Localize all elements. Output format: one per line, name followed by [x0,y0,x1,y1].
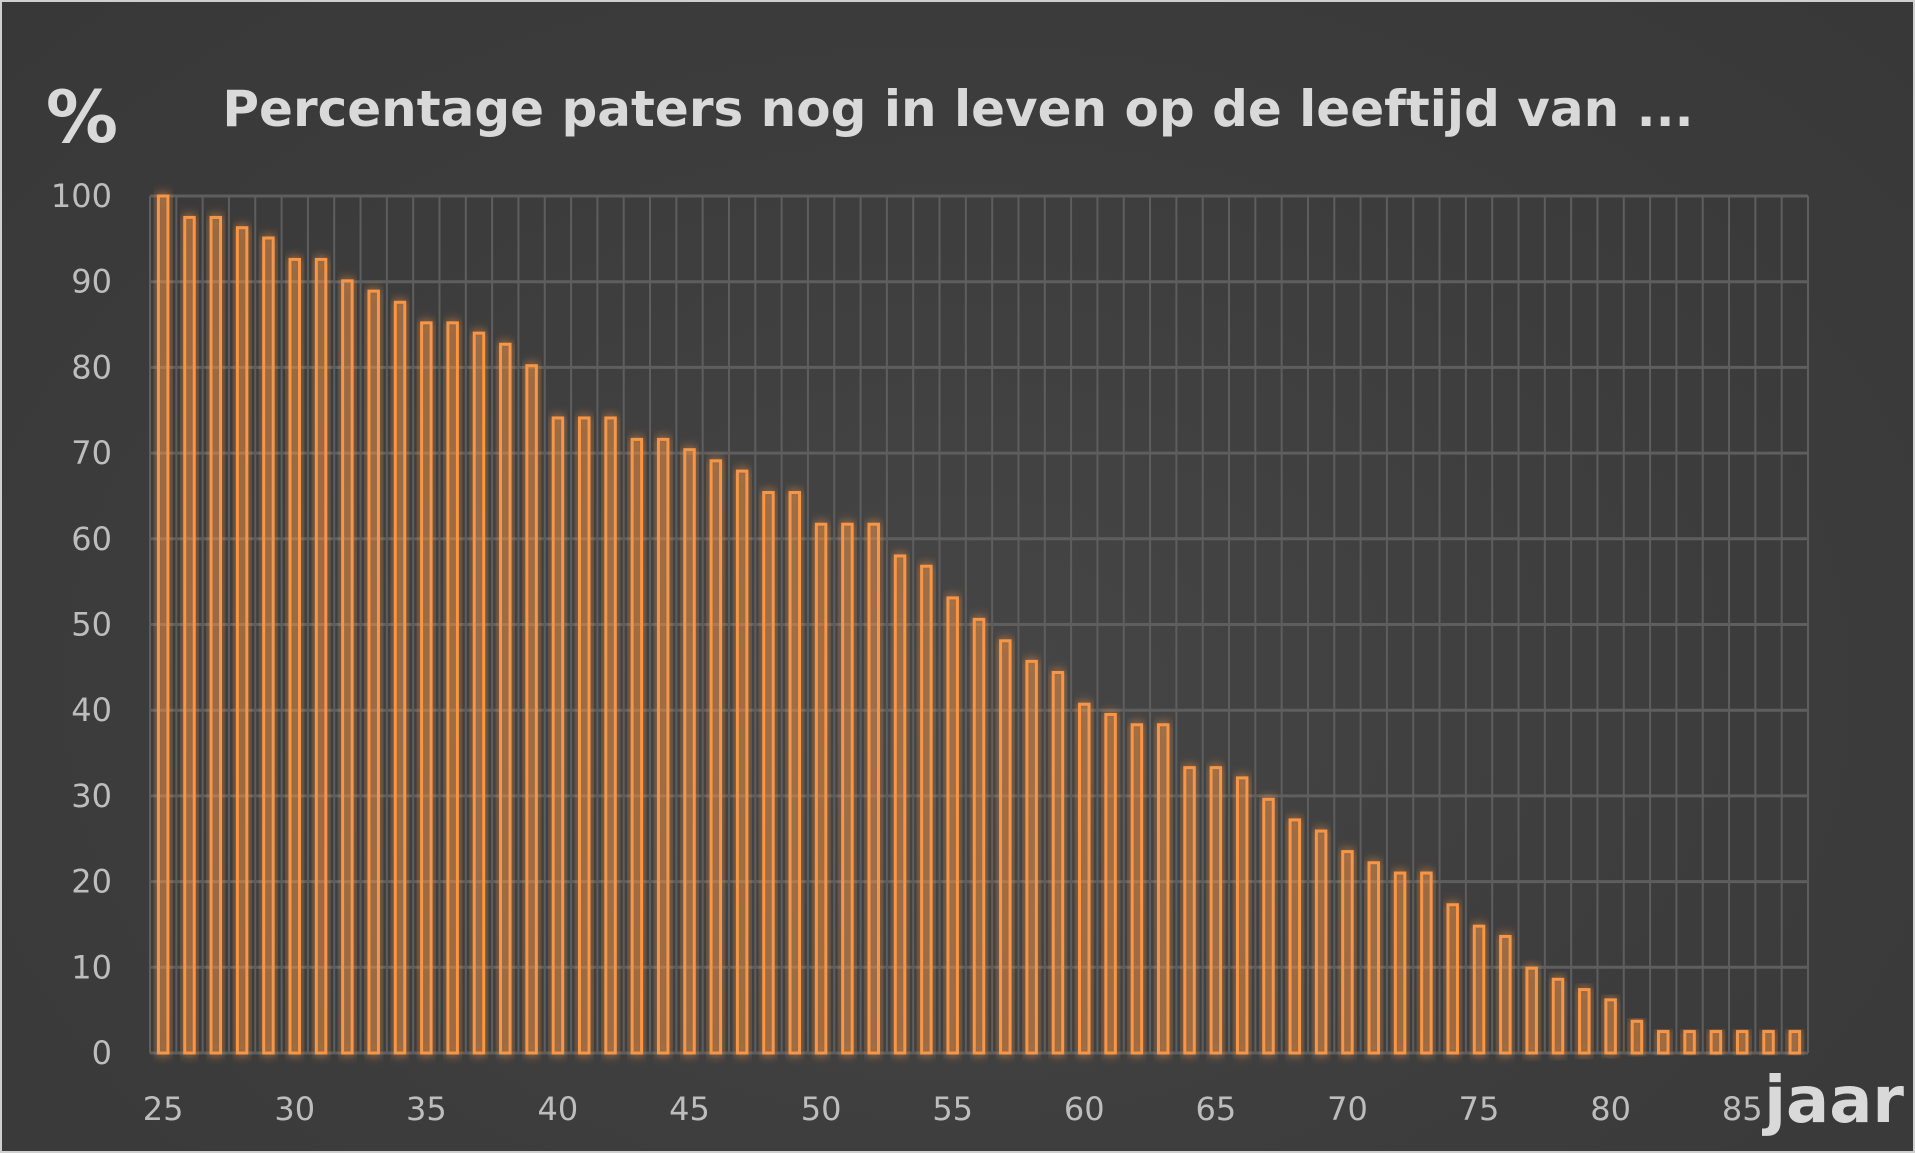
bar [1420,871,1433,1055]
bar [472,331,486,1055]
bar [1683,1030,1696,1055]
bar [656,437,670,1055]
x-tick-label: 80 [1590,1090,1631,1128]
bar [262,236,275,1055]
bar [1630,1019,1644,1055]
bar [972,617,986,1055]
bar [551,416,565,1055]
x-axis-label: jaar [1761,1064,1904,1138]
bar [1762,1030,1775,1055]
x-tick-label: 70 [1327,1090,1368,1128]
x-tick-label: 60 [1064,1090,1105,1128]
bar [841,522,854,1055]
y-tick-label: 100 [51,177,112,215]
bar [920,564,933,1055]
bar [288,257,301,1055]
bar [446,321,459,1055]
bar [893,554,907,1055]
y-tick-label: 10 [71,948,112,986]
y-axis-label: % [46,75,118,159]
bar [1183,766,1196,1055]
bar [156,194,170,1055]
y-ticks: 0 10 20 30 40 50 60 70 80 90 100 [51,177,112,1072]
bar [1156,723,1170,1055]
bars [156,194,1802,1055]
bar [1209,766,1223,1055]
bar [578,416,591,1055]
bar [1393,871,1407,1055]
bar [1735,1030,1749,1055]
bar [1657,1030,1670,1055]
bar [1314,829,1328,1055]
y-tick-label: 50 [71,606,112,644]
bar [1525,966,1538,1055]
bar [1788,1030,1802,1055]
bar [762,491,775,1055]
y-tick-label: 60 [71,520,112,558]
bar [709,459,723,1055]
bar [1025,659,1038,1055]
bar [683,448,696,1055]
bar [314,257,328,1055]
bar [1472,924,1486,1055]
bar [1367,861,1380,1055]
bar [420,321,433,1055]
bar [814,522,828,1055]
bar [1604,998,1617,1055]
y-tick-label: 40 [71,691,112,729]
bar [1235,776,1249,1055]
x-tick-label: 25 [143,1090,184,1128]
x-tick-label: 35 [406,1090,447,1128]
bar [235,226,249,1055]
x-tick-label: 30 [274,1090,315,1128]
bar [735,469,749,1055]
bar [946,596,959,1055]
bar [1288,818,1302,1055]
bar [788,491,802,1055]
bar [1051,670,1065,1055]
y-tick-label: 0 [92,1034,112,1072]
bar [1578,988,1591,1055]
bar [1104,712,1117,1055]
bar [867,522,880,1055]
bar [183,215,196,1055]
bar [209,215,223,1055]
bar [499,342,512,1055]
y-tick-label: 80 [71,348,112,386]
bar [341,279,354,1055]
bar [1551,977,1565,1055]
bar [630,437,644,1055]
bar [999,639,1012,1055]
bar [1446,903,1459,1055]
x-tick-label: 85 [1722,1090,1763,1128]
x-tick-label: 65 [1195,1090,1236,1128]
bar [393,300,407,1055]
y-tick-label: 30 [71,777,112,815]
bar [604,416,617,1055]
x-tick-label: 40 [538,1090,579,1128]
y-tick-label: 20 [71,863,112,901]
y-tick-label: 70 [71,434,112,472]
x-tick-label: 75 [1459,1090,1500,1128]
bar [1709,1030,1723,1055]
y-tick-label: 90 [71,263,112,301]
bar [1078,702,1091,1055]
bar [1262,797,1275,1055]
x-tick-label: 45 [669,1090,710,1128]
x-tick-label: 55 [932,1090,973,1128]
x-tick-label: 50 [801,1090,842,1128]
bar [367,289,380,1055]
chart-title: Percentage paters nog in leven op de lee… [222,80,1693,138]
x-ticks: 25 30 35 40 45 50 55 60 65 70 75 80 85 [143,1090,1763,1128]
bar [1130,723,1144,1055]
bar [525,364,538,1055]
bar [1341,850,1354,1055]
bar [1499,934,1512,1055]
